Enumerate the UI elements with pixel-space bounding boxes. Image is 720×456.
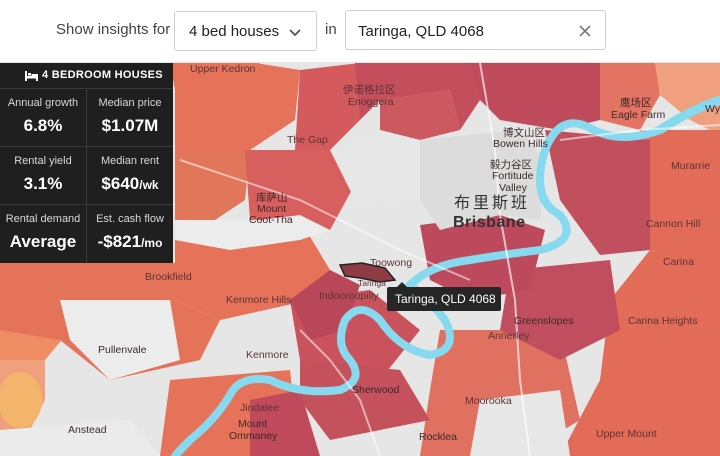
metric-median-rent: Median rent $640/wk bbox=[86, 147, 173, 205]
metric-value: $1.07M bbox=[101, 116, 159, 135]
map-label: Carina bbox=[663, 256, 694, 268]
map-label: Indooroopilly bbox=[319, 290, 379, 302]
metric-label: Annual growth bbox=[7, 97, 79, 109]
metric-label: Rental demand bbox=[5, 213, 81, 225]
map-label: Fortitude bbox=[492, 170, 534, 182]
location-search[interactable] bbox=[345, 10, 606, 50]
map-label: The Gap bbox=[287, 134, 328, 146]
map-label: Kenmore Hills bbox=[226, 294, 292, 306]
metric-value: Average bbox=[9, 232, 77, 251]
map-label: Upper Kedron bbox=[190, 63, 256, 75]
metric-label: Rental yield bbox=[14, 155, 72, 167]
map-label: 博文山区 bbox=[503, 127, 545, 139]
metric-value: -$821/mo bbox=[97, 232, 163, 251]
map-label: 鹰场区 bbox=[620, 97, 652, 109]
map-label: 库萨山 bbox=[256, 192, 288, 204]
map-label: Murarrie bbox=[671, 160, 711, 172]
map-label: Bowen Hills bbox=[493, 138, 548, 150]
map-label: Carina Heights bbox=[628, 315, 698, 327]
map-label: Kenmore bbox=[246, 349, 289, 361]
location-input[interactable] bbox=[358, 20, 558, 42]
metric-label: Median rent bbox=[100, 155, 160, 167]
property-type-select[interactable]: 4 bed houses bbox=[174, 11, 317, 51]
map-label: Mount bbox=[238, 418, 268, 430]
map-label: Coot-Tha bbox=[249, 214, 293, 226]
map-label: Pullenvale bbox=[98, 344, 147, 356]
panel-header: 4 BEDROOM HOUSES bbox=[0, 63, 173, 89]
map-label: Eagle Farm bbox=[611, 109, 666, 121]
map-label: Valley bbox=[499, 182, 527, 194]
map-city-label: Brisbane bbox=[453, 214, 526, 231]
map-label: Sherwood bbox=[352, 384, 400, 396]
map-city-label-cn: 布里斯班 bbox=[454, 195, 531, 212]
bed-icon bbox=[25, 71, 38, 81]
metric-label: Est. cash flow bbox=[96, 213, 164, 225]
map-label: Cannon Hill bbox=[646, 218, 701, 230]
show-insights-label: Show insights for bbox=[56, 21, 171, 38]
metric-rental-demand: Rental demand Average bbox=[0, 205, 86, 263]
map-label: Enoggera bbox=[348, 96, 394, 108]
property-type-value: 4 bed houses bbox=[189, 23, 280, 40]
map-label: 伊诺格拉区 bbox=[343, 84, 396, 96]
in-label: in bbox=[325, 21, 337, 38]
map-label: Greenslopes bbox=[514, 315, 574, 327]
metric-cash-flow: Est. cash flow -$821/mo bbox=[86, 205, 173, 263]
map-label: Moorooka bbox=[465, 395, 512, 407]
metric-label: Median price bbox=[98, 97, 162, 109]
map-label: Upper Mount bbox=[596, 428, 657, 440]
metric-value: 6.8% bbox=[23, 116, 63, 135]
map-label: Taringa bbox=[358, 278, 386, 288]
close-icon[interactable] bbox=[577, 23, 593, 39]
panel-title: 4 BEDROOM HOUSES bbox=[42, 69, 163, 81]
map-label: Annerley bbox=[488, 330, 530, 342]
metric-value: $640/wk bbox=[101, 174, 159, 193]
insights-toolbar: Show insights for 4 bed houses in bbox=[0, 0, 720, 63]
map-label: Anstead bbox=[68, 424, 107, 436]
selected-suburb-outline[interactable] bbox=[338, 262, 397, 283]
metric-median-price: Median price $1.07M bbox=[86, 89, 173, 147]
map-label: Brookfield bbox=[145, 271, 192, 283]
chevron-down-icon bbox=[289, 29, 301, 37]
insights-panel: 4 BEDROOM HOUSES Annual growth 6.8% Medi… bbox=[0, 63, 173, 263]
metric-annual-growth: Annual growth 6.8% bbox=[0, 89, 86, 147]
map-label: Mount bbox=[257, 203, 287, 215]
map-label: Wy bbox=[705, 103, 720, 115]
map-label: Rocklea bbox=[419, 431, 457, 443]
metric-rental-yield: Rental yield 3.1% bbox=[0, 147, 86, 205]
map-label: Ommaney bbox=[229, 430, 278, 442]
map-label: Toowong bbox=[370, 257, 413, 269]
map-label: Jindalee bbox=[240, 402, 280, 414]
metric-value: 3.1% bbox=[23, 174, 63, 193]
suburb-tooltip: Taringa, QLD 4068 bbox=[387, 282, 501, 311]
map-label: 毅力谷区 bbox=[490, 159, 532, 171]
